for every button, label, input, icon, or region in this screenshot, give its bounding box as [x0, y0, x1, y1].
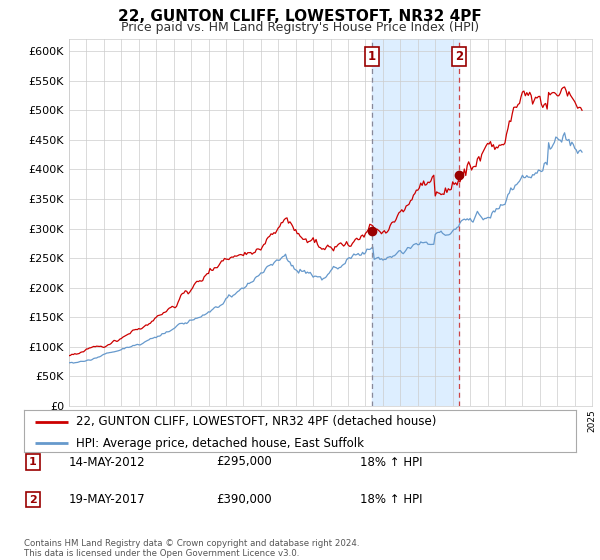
Text: 14-MAY-2012: 14-MAY-2012 — [69, 455, 146, 469]
Text: 1: 1 — [368, 50, 376, 63]
Bar — [372, 39, 460, 406]
Text: 2: 2 — [29, 494, 37, 505]
Text: 22, GUNTON CLIFF, LOWESTOFT, NR32 4PF: 22, GUNTON CLIFF, LOWESTOFT, NR32 4PF — [118, 9, 482, 24]
Text: 22, GUNTON CLIFF, LOWESTOFT, NR32 4PF (detached house): 22, GUNTON CLIFF, LOWESTOFT, NR32 4PF (d… — [76, 416, 437, 428]
Text: £390,000: £390,000 — [216, 493, 272, 506]
Text: 18% ↑ HPI: 18% ↑ HPI — [360, 493, 422, 506]
Text: 1: 1 — [29, 457, 37, 467]
Text: £295,000: £295,000 — [216, 455, 272, 469]
Text: 18% ↑ HPI: 18% ↑ HPI — [360, 455, 422, 469]
Text: 2: 2 — [455, 50, 463, 63]
Text: This data is licensed under the Open Government Licence v3.0.: This data is licensed under the Open Gov… — [24, 549, 299, 558]
Text: Price paid vs. HM Land Registry's House Price Index (HPI): Price paid vs. HM Land Registry's House … — [121, 21, 479, 34]
Text: HPI: Average price, detached house, East Suffolk: HPI: Average price, detached house, East… — [76, 437, 364, 450]
Text: 19-MAY-2017: 19-MAY-2017 — [69, 493, 146, 506]
Text: Contains HM Land Registry data © Crown copyright and database right 2024.: Contains HM Land Registry data © Crown c… — [24, 539, 359, 548]
